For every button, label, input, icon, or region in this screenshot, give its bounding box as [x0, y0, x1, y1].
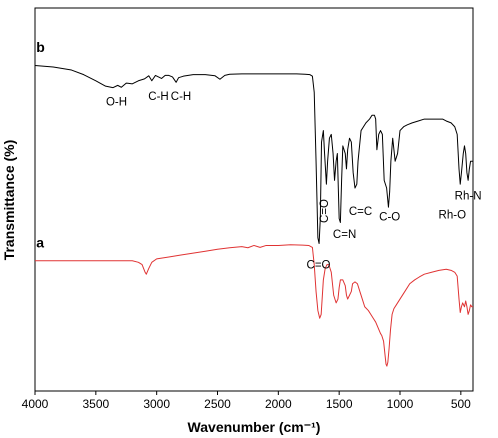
x-axis-ticks: 4000 3500 3000 2500 2000 1500 1000 500 — [22, 391, 471, 411]
y-axis-label: Transmittance (%) — [1, 140, 17, 261]
series-label-a: a — [36, 234, 44, 250]
peak-annotation: C=O — [307, 259, 331, 271]
x-tick-label: 2000 — [265, 397, 292, 411]
peak-annotation: C-H — [171, 91, 191, 103]
series-line-a — [35, 244, 473, 367]
x-tick-label: 4000 — [22, 397, 49, 411]
series-label-b: b — [36, 39, 45, 55]
x-tick-label: 1500 — [326, 397, 353, 411]
x-tick-label: 1000 — [387, 397, 414, 411]
peak-annotation: O-H — [106, 97, 127, 109]
x-tick-label: 2500 — [204, 397, 231, 411]
x-tick-label: 3500 — [82, 397, 109, 411]
x-axis-label: Wavenumber (cm⁻¹) — [188, 419, 321, 435]
peak-annotation: C=C — [349, 206, 372, 218]
plot-frame — [34, 7, 474, 392]
series-group — [34, 64, 473, 367]
peak-annotation: C-H — [148, 91, 168, 103]
x-tick-label: 3000 — [143, 397, 170, 411]
peak-annotation: Rh-N — [455, 191, 482, 203]
series-line-b — [34, 64, 473, 245]
peak-annotation: C=N — [333, 229, 356, 241]
series-label-group: ba — [36, 39, 45, 250]
peak-annotation: Rh-O — [439, 210, 467, 222]
peak-annotation: C=O — [319, 199, 331, 223]
x-tick-label: 500 — [451, 397, 471, 411]
annotation-group: O-H C-H C-HC=OC=OC=NC=C C-O Rh-ORh-N — [106, 91, 482, 271]
peak-annotation: C-O — [379, 212, 400, 224]
